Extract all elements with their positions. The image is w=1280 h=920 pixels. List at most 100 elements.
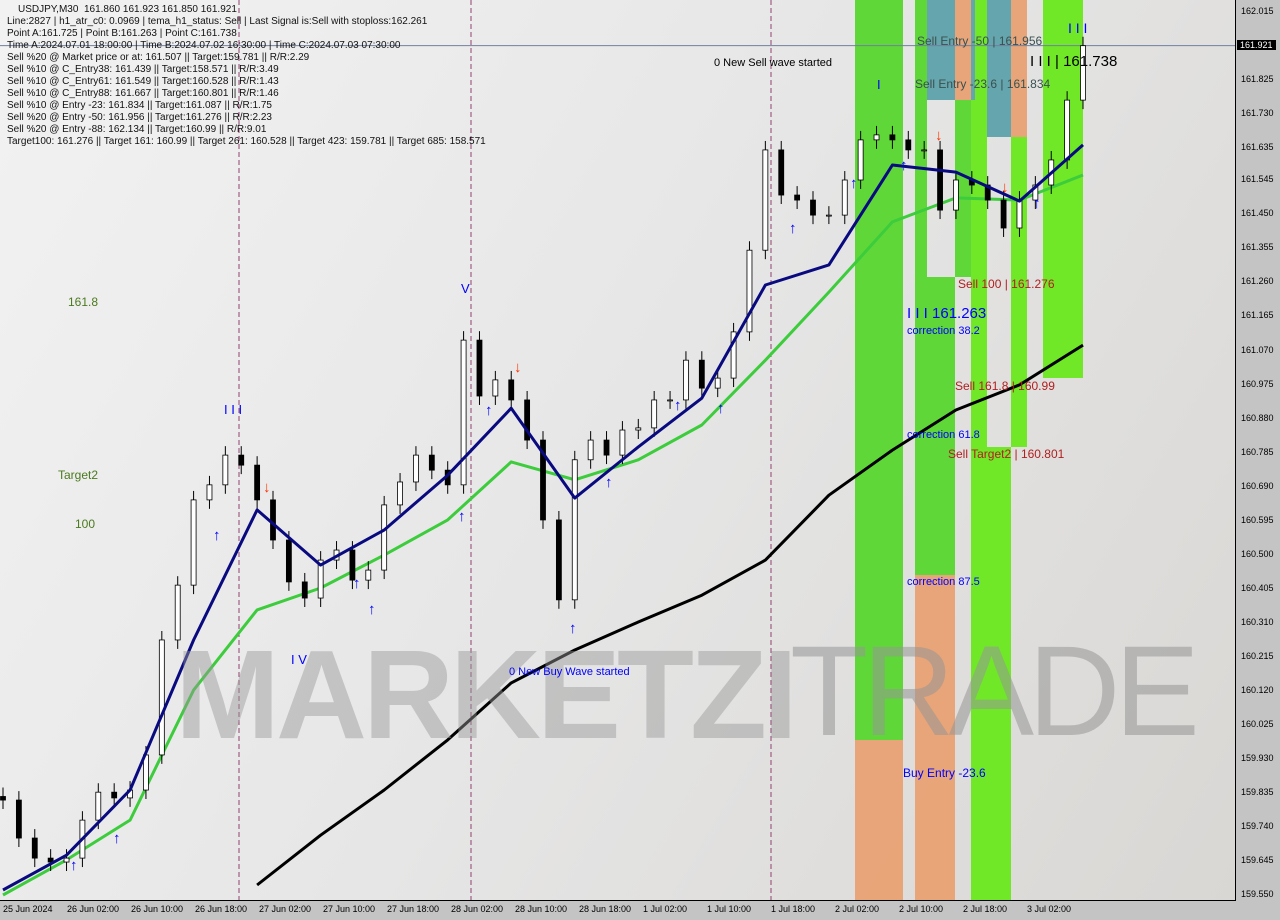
bull-candle [317,559,324,599]
price-tick-label: 160.690 [1241,480,1274,491]
info-line: Sell %20 @ Market price or at: 161.507 |… [7,52,310,63]
price-tick-label: 160.975 [1241,378,1274,389]
bull-candle [921,149,928,152]
signal-zone [987,0,1011,137]
time-tick-label: 2 Jul 10:00 [899,904,944,914]
signal-zone [855,0,903,740]
bull-candle [460,339,467,486]
bull-candle [1080,45,1086,101]
price-tick-label: 160.880 [1241,412,1274,423]
sell-target2-label: Sell Target2 | 160.801 [948,447,1065,461]
sell-100-label: Sell 100 | 161.276 [958,277,1055,291]
signal-zone [971,100,975,900]
time-tick-label: 1 Jul 02:00 [643,904,688,914]
time-tick-label: 3 Jul 02:00 [1027,904,1072,914]
correction-875-label: correction 87.5 [907,576,980,588]
bull-candle [762,149,769,251]
bull-candle [63,857,70,863]
time-tick-label: 27 Jun 10:00 [323,904,376,914]
bear-candle [889,134,896,141]
price-tick-label: 161.730 [1241,108,1274,119]
bear-candle [603,439,610,456]
info-line: Line:2827 | h1_atr_c0: 0.0969 | tema_h1_… [7,16,428,27]
watermark-trade: TRADE [790,620,1200,763]
bull-candle [95,791,102,821]
time-tick-label: 27 Jun 02:00 [259,904,312,914]
signal-zone [1011,0,1027,137]
info-line: Sell %20 @ Entry -50: 161.956 || Target:… [7,112,272,123]
price-tick-label: 160.025 [1241,718,1274,729]
bull-candle [1032,184,1039,201]
time-tick-label: 2 Jul 18:00 [963,904,1008,914]
time-tick-label: 26 Jun 18:00 [195,904,248,914]
sell-entry-50-label: Sell Entry -50 | 161.956 [917,34,1043,48]
watermark-marketzi: MARKETZI [175,624,798,765]
price-tick-label: 161.450 [1241,208,1274,219]
bear-candle [937,149,943,211]
bull-candle [683,359,689,401]
bull-candle [1064,99,1071,161]
bull-candle [857,139,864,181]
price-tick-label: 159.740 [1241,820,1274,831]
target2-label: Target2 [58,468,99,482]
buy-arrow-icon: ↑ [368,601,376,618]
bull-candle [174,584,181,641]
fib-1618-label: 161.8 [68,295,99,309]
bull-candle [1016,199,1023,229]
price-tick-label: 160.785 [1241,446,1274,457]
wave-iii-label: I I I [1068,20,1088,36]
buy-arrow-icon: ↑ [717,400,725,417]
price-tick-label: 161.355 [1241,242,1274,253]
price-tick-label: 160.595 [1241,514,1274,525]
bull-candle [714,377,721,389]
bear-candle [524,399,531,441]
bear-candle [540,439,546,521]
bull-candle [667,399,673,402]
buy-arrow-icon: ↑ [789,220,797,237]
price-tick-label: 160.120 [1241,684,1274,695]
bear-candle [47,857,54,863]
point-b-label: I I I 161.263 [907,305,987,322]
info-line: Time A:2024.07.01 18:00:00 | Time B:2024… [7,40,401,51]
bear-candle [428,454,435,471]
signal-zone [955,100,971,277]
bear-candle [794,194,801,201]
price-tick-label: 162.015 [1241,6,1274,16]
ma-fast-line [2,143,1084,892]
wave-i-label: I [877,77,881,92]
info-line: Sell %10 @ C_Entry61: 161.549 || Target:… [7,76,279,87]
buy-arrow-icon: ↑ [605,474,613,491]
buy-arrow-icon: ↑ [850,175,858,192]
sell-1618-label: Sell 161.8 | 160.99 [955,379,1055,393]
price-tick-label: 160.310 [1241,616,1274,627]
info-line: Sell %10 @ C_Entry38: 161.439 || Target:… [7,64,279,75]
signal-zone [1011,137,1027,447]
price-tick-label: 161.165 [1241,310,1274,321]
bull-candle [651,399,658,429]
time-tick-label: 25 Jun 2024 [3,904,53,914]
signal-zone [975,0,987,900]
bear-candle [0,796,6,801]
buy-arrow-icon: ↑ [213,527,221,544]
bear-candle [15,799,22,839]
buy-arrow-icon: ↑ [569,620,577,637]
info-line: Target100: 161.276 || Target 161: 160.99… [7,136,486,147]
price-chart [0,0,1235,900]
chart-plot-area[interactable]: MARKETZI TRADE USDJPY,M30 161.860 161.92… [0,0,1236,901]
price-tick-label: 160.405 [1241,582,1274,593]
bull-candle [746,249,753,333]
info-line: Sell %10 @ C_Entry88: 161.667 || Target:… [7,88,279,99]
time-tick-label: 1 Jul 10:00 [707,904,752,914]
bear-candle [254,464,261,501]
signal-zone [955,0,971,100]
bull-candle [587,439,594,461]
point-c-label: I I I | 161.738 [1030,53,1118,70]
bull-candle [206,484,213,501]
bear-candle [31,837,38,859]
signal-zone [915,575,955,900]
time-tick-label: 28 Jun 10:00 [515,904,568,914]
sell-arrow-icon: ↓ [935,127,943,144]
symbol-title: USDJPY,M30 161.860 161.923 161.850 161.9… [18,4,237,15]
time-tick-label: 1 Jul 18:00 [771,904,816,914]
buy-arrow-icon: ↑ [353,575,361,592]
